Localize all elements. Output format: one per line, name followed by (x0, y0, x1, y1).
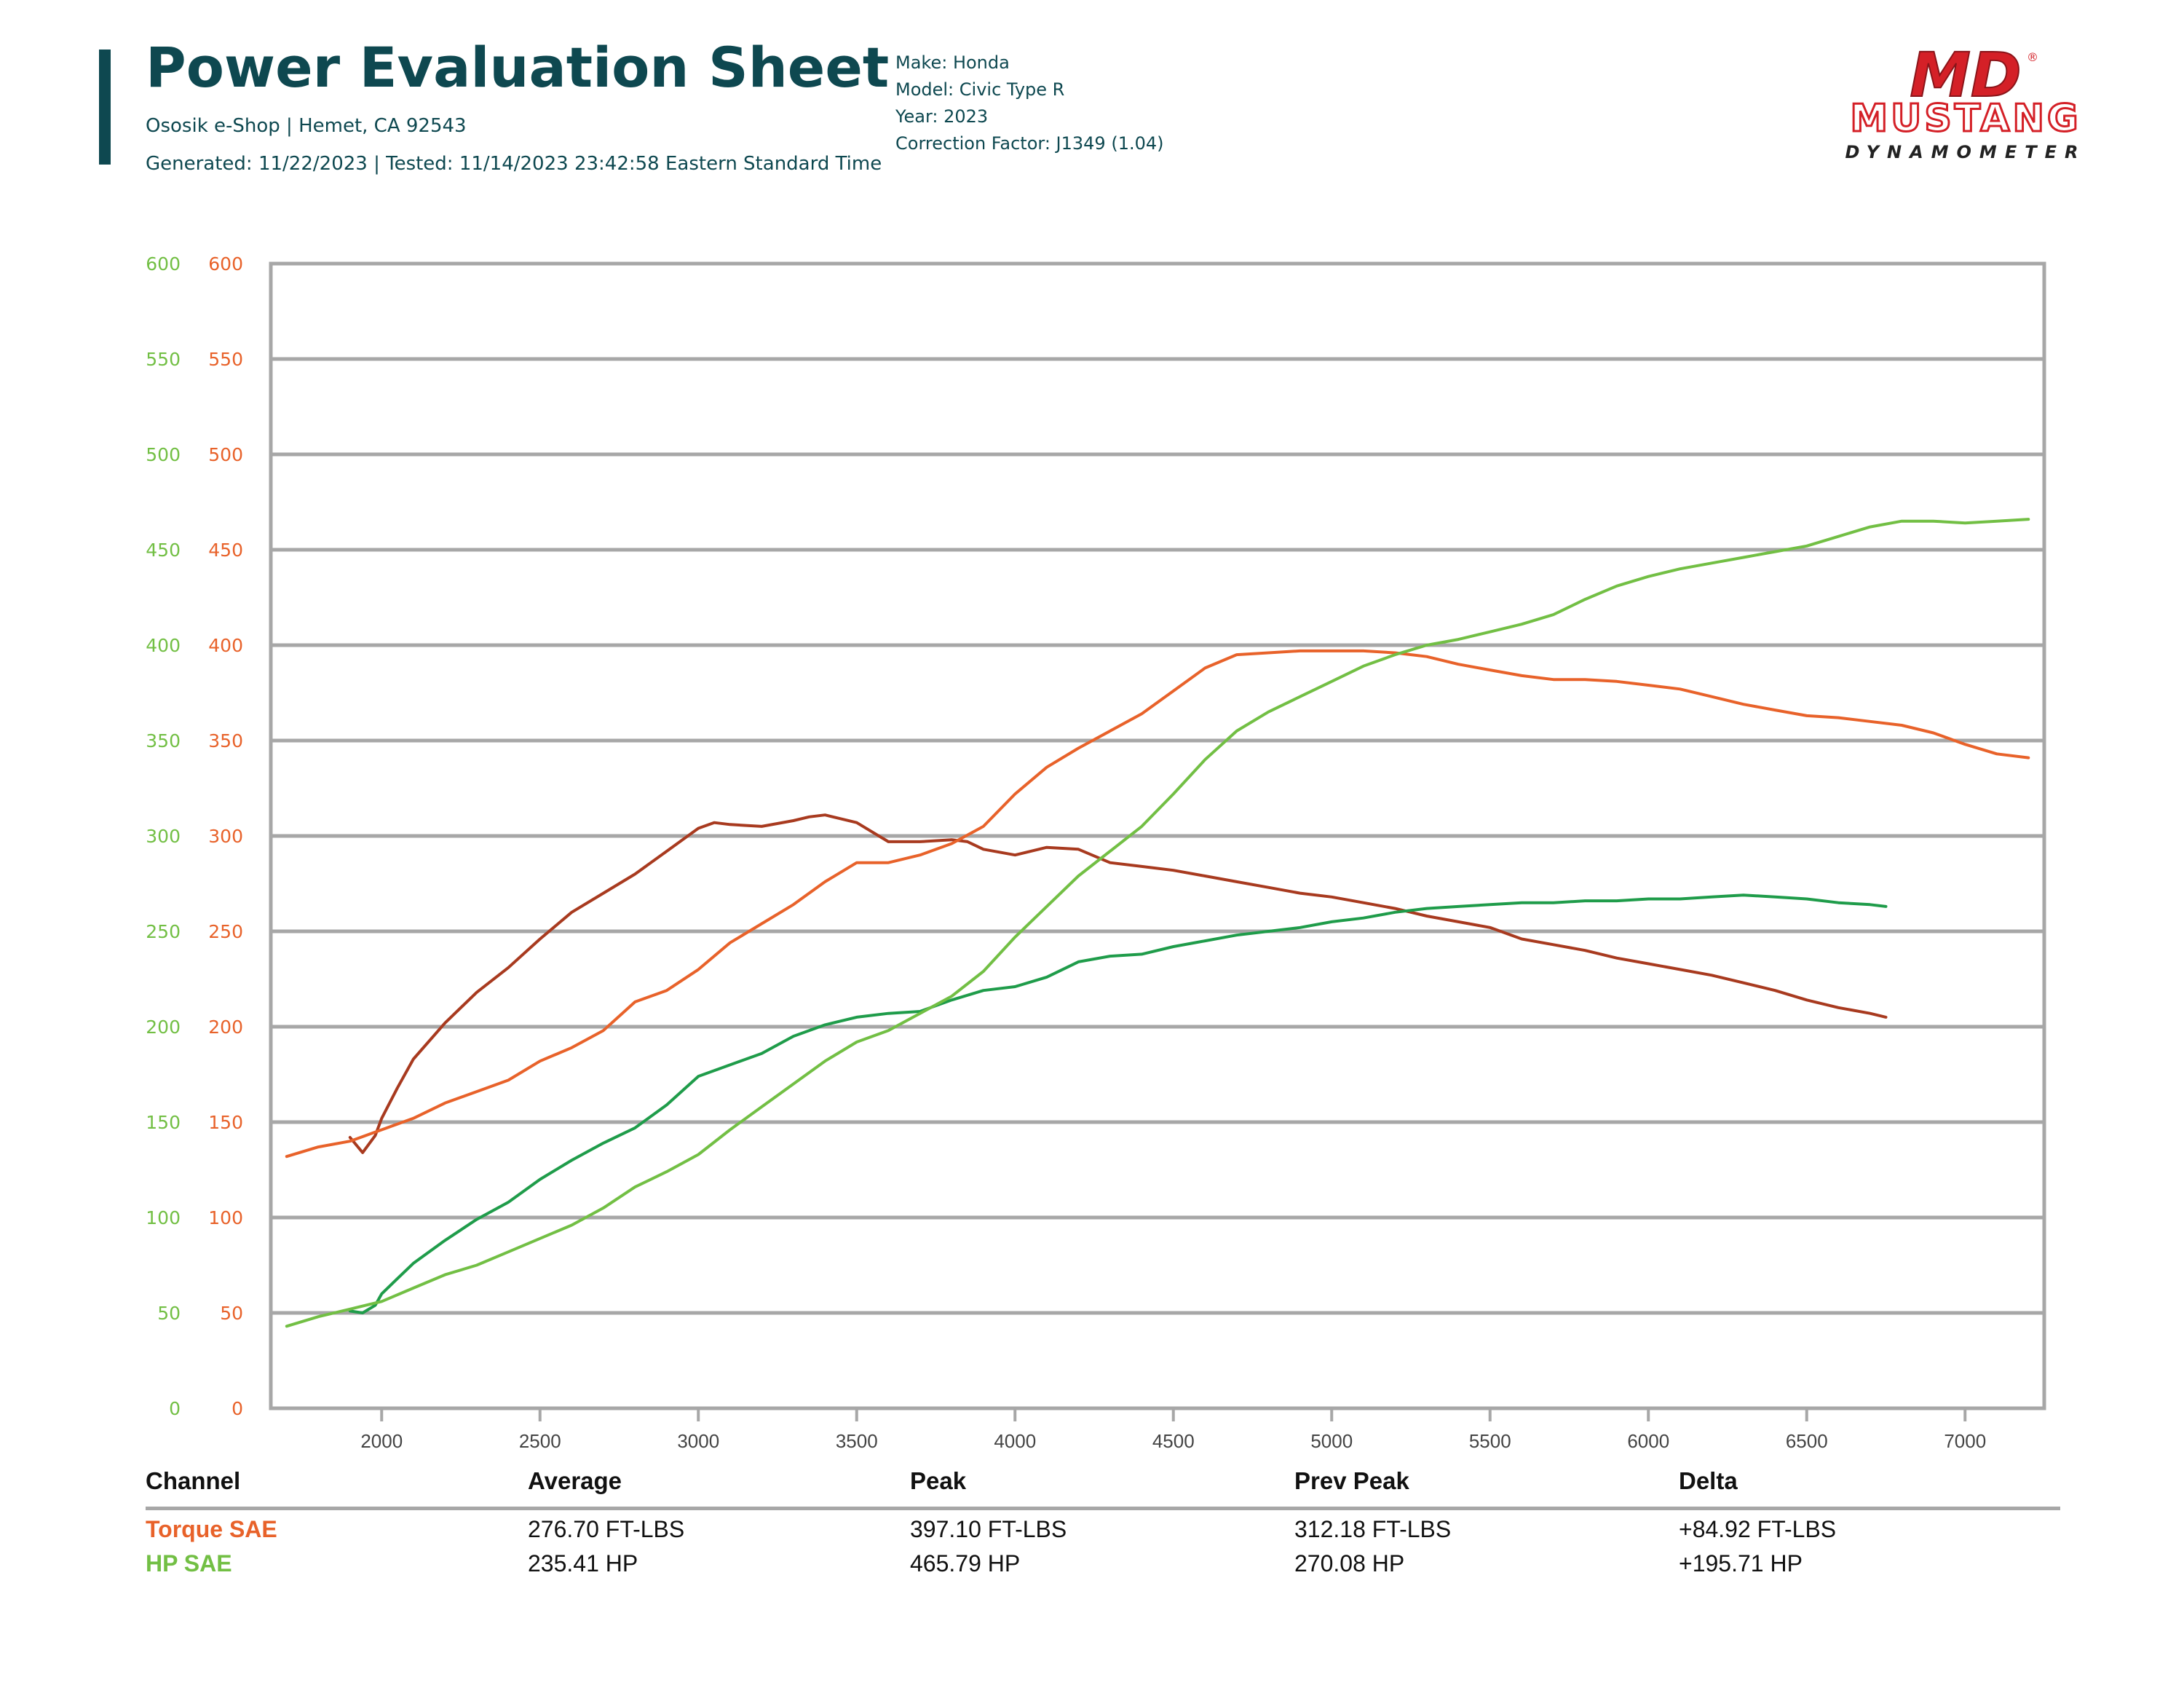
x-tick-label: 6500 (1786, 1430, 1828, 1452)
x-tick-label: 6000 (1627, 1430, 1669, 1452)
y-tick-label-hp: 300 (146, 826, 181, 847)
y-tick-label-hp: 0 (169, 1398, 181, 1419)
vehicle-info: Make: Honda Model: Civic Type R Year: 20… (895, 50, 1164, 157)
channel-hp: HP SAE (146, 1550, 232, 1576)
series-line-hp-sae (285, 518, 2030, 1328)
table-row-hp: HP SAE 235.41 HP 465.79 HP 270.08 HP +19… (146, 1550, 2060, 1585)
y-tick-label-torque: 550 (208, 349, 243, 370)
y-tick-label-hp: 450 (146, 540, 181, 561)
logo-sub: DYNAMOMETER (1845, 142, 2086, 162)
plot-frame (269, 261, 2046, 1410)
hp-average: 235.41 HP (528, 1550, 638, 1576)
table-divider (146, 1507, 2060, 1510)
x-tick-label: 3000 (677, 1430, 719, 1452)
y-tick-label-hp: 500 (146, 444, 181, 465)
y-tick-label-hp: 100 (146, 1207, 181, 1228)
torque-peak: 397.10 FT-LBS (910, 1516, 1067, 1542)
vehicle-make: Make: Honda (895, 52, 1010, 73)
torque-prev-peak: 312.18 FT-LBS (1294, 1516, 1452, 1542)
hp-delta: +195.71 HP (1679, 1550, 1803, 1576)
header-prev-peak: Prev Peak (1294, 1467, 1409, 1494)
channel-torque: Torque SAE (146, 1516, 277, 1542)
y-tick-label-hp: 200 (146, 1017, 181, 1038)
x-tick-label: 2000 (360, 1430, 403, 1452)
header-channel: Channel (146, 1467, 241, 1494)
y-tick-label-torque: 350 (208, 730, 243, 751)
shop-location: Ososik e-Shop | Hemet, CA 92543 (146, 115, 467, 137)
y-tick-label-torque: 100 (208, 1207, 243, 1228)
logo-registered: ® (2027, 50, 2038, 64)
header-average: Average (528, 1467, 622, 1494)
y-tick-label-torque: 600 (208, 253, 243, 275)
x-tick-label: 5000 (1310, 1430, 1353, 1452)
x-tick-label: 7000 (1944, 1430, 1986, 1452)
x-tick-label: 2500 (519, 1430, 561, 1452)
y-tick-label-torque: 200 (208, 1017, 243, 1038)
page-title: Power Evaluation Sheet (146, 35, 890, 100)
mustang-dynamometer-logo: MD ® MUSTANG DYNAMOMETER (1845, 45, 2086, 162)
logo-mark: MD (1910, 45, 2021, 111)
y-tick-label-hp: 550 (146, 349, 181, 370)
y-tick-label-hp: 150 (146, 1112, 181, 1133)
y-tick-label-hp: 50 (157, 1303, 181, 1324)
y-tick-label-torque: 450 (208, 540, 243, 561)
y-tick-label-hp: 250 (146, 921, 181, 942)
y-tick-label-torque: 150 (208, 1112, 243, 1133)
hp-peak: 465.79 HP (910, 1550, 1021, 1576)
y-tick-label-torque: 50 (220, 1303, 243, 1324)
header-peak: Peak (910, 1467, 967, 1494)
hp-prev-peak: 270.08 HP (1294, 1550, 1405, 1576)
summary-table: Channel Average Peak Prev Peak Delta Tor… (146, 1467, 2060, 1585)
header-delta: Delta (1679, 1467, 1738, 1494)
y-tick-label-hp: 350 (146, 730, 181, 751)
y-tick-label-hp: 600 (146, 253, 181, 275)
torque-average: 276.70 FT-LBS (528, 1516, 685, 1542)
x-tick-label: 4500 (1152, 1430, 1195, 1452)
x-tick-label: 3500 (836, 1430, 878, 1452)
y-tick-label-torque: 500 (208, 444, 243, 465)
vehicle-model: Model: Civic Type R (895, 79, 1065, 100)
x-tick-label: 5500 (1469, 1430, 1511, 1452)
y-tick-label-torque: 250 (208, 921, 243, 942)
logo-brand: MUSTANG (1850, 97, 2081, 141)
y-tick-label-torque: 400 (208, 635, 243, 656)
y-tick-label-torque: 300 (208, 826, 243, 847)
x-tick-label: 4000 (994, 1430, 1036, 1452)
y-tick-label-hp: 400 (146, 635, 181, 656)
header-accent-bar (99, 50, 111, 165)
correction-factor: Correction Factor: J1349 (1.04) (895, 133, 1164, 154)
vehicle-year: Year: 2023 (895, 106, 989, 127)
dyno-chart: 0 0 50 50 100 100 150 150 200 200 250 250 300 300 350 3… (146, 253, 2046, 1452)
series-line-hp-prev (348, 893, 1888, 1314)
series-line-torque-sae (285, 649, 2030, 1159)
torque-delta: +84.92 FT-LBS (1679, 1516, 1837, 1542)
summary-header-row: Channel Average Peak Prev Peak Delta (146, 1467, 2060, 1502)
generated-tested-line: Generated: 11/22/2023 | Tested: 11/14/20… (146, 153, 882, 175)
table-row-torque: Torque SAE 276.70 FT-LBS 397.10 FT-LBS 3… (146, 1516, 2060, 1550)
y-tick-label-torque: 0 (232, 1398, 243, 1419)
series-line-torque-prev (348, 813, 1888, 1154)
